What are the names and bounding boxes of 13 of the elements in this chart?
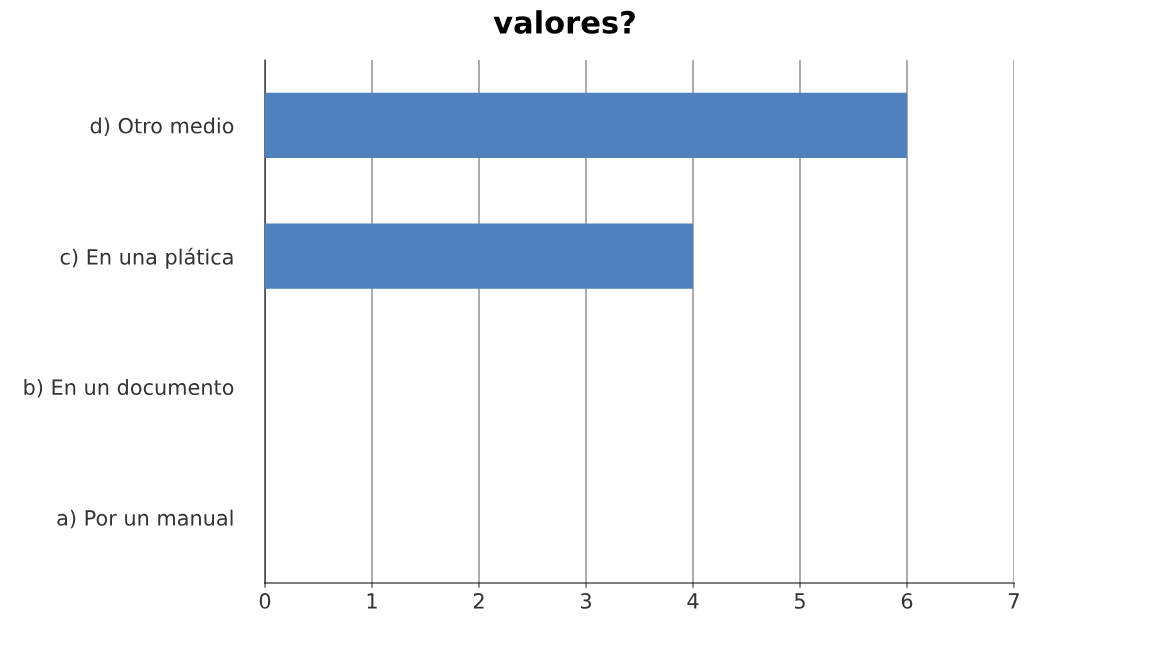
x-tick-label: 5 [794, 593, 805, 609]
y-tick-label: c) En una plática [60, 247, 233, 269]
x-tick-label: 4 [687, 593, 699, 609]
chart-title: valores? [493, 10, 635, 34]
y-tick-label: b) En un documento [24, 378, 234, 398]
x-tick-label: 3 [580, 593, 591, 609]
x-tick-label: 7 [1009, 593, 1019, 609]
x-tick-label: 0 [259, 593, 271, 609]
y-tick-label: a) Por un manual [57, 509, 233, 529]
y-tick-label: d) Otro medio [90, 117, 234, 137]
x-tick-label: 1 [367, 593, 377, 609]
x-tick-label: 2 [473, 593, 484, 609]
x-tick-label: 6 [901, 593, 913, 609]
